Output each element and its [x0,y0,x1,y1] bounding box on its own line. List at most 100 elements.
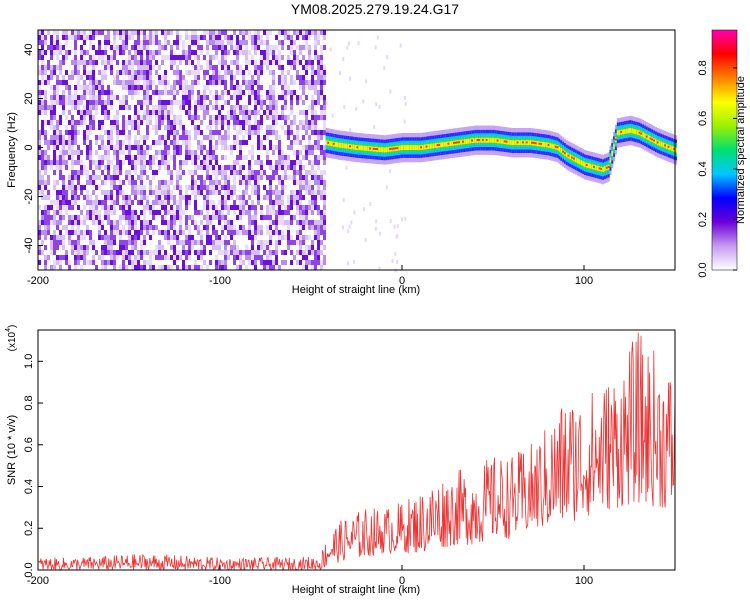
heatmap-cell [86,90,89,95]
ridge-peak [620,130,623,133]
heatmap-cell [176,200,179,205]
heatmap-cell [98,120,101,125]
heatmap-cell [98,145,101,150]
heatmap-cell [185,235,188,240]
heatmap-cell [107,190,110,195]
heatmap-cell [149,255,152,260]
ridge-cell [442,142,444,148]
heatmap-cell [236,135,239,140]
heatmap-cell [86,180,89,185]
heatmap-cell [272,265,275,270]
heatmap-cell [131,35,134,40]
heatmap-cell [188,110,191,115]
heatmap-cell [212,80,215,85]
heatmap-cell [311,80,314,85]
heatmap-cell [158,65,161,70]
heatmap-cell [104,150,107,155]
heatmap-cell [403,119,406,124]
heatmap-cell [281,40,284,45]
heatmap-cell [59,165,62,170]
heatmap-cell [245,45,248,50]
y-tick-label: -20 [23,189,35,205]
heatmap-cell [98,135,101,140]
heatmap-cell [146,260,149,265]
heatmap-cell [89,105,92,110]
heatmap-cell [185,225,188,230]
heatmap-cell [194,135,197,140]
heatmap-cell [143,220,146,225]
heatmap-cell [269,205,272,210]
heatmap-cell [104,65,107,70]
ridge-cell [362,145,364,151]
ridge-peak [496,139,499,142]
heatmap-cell [287,195,290,200]
heatmap-cell [167,55,170,60]
heatmap-cell [86,35,89,40]
heatmap-cell [146,85,149,90]
heatmap-cell [290,240,293,245]
heatmap-cell [56,155,59,160]
heatmap-cell [74,265,77,270]
heatmap-cell [224,35,227,40]
heatmap-cell [68,205,71,210]
heatmap-cell [173,115,176,120]
heatmap-cell [317,135,320,140]
heatmap-cell [353,210,356,215]
heatmap-cell [59,160,62,165]
heatmap-cell [188,240,191,245]
heatmap-cell [164,45,167,50]
heatmap-cell [152,105,155,110]
heatmap-cell [104,60,107,65]
heatmap-cell [50,100,53,105]
heatmap-cell [278,95,281,100]
heatmap-cell [212,40,215,45]
heatmap-cell [107,260,110,265]
heatmap-cell [53,30,56,35]
ridge-cell [347,143,350,149]
ridge-cell [509,140,512,145]
heatmap-cell [296,250,299,255]
heatmap-cell [50,165,53,170]
heatmap-cell [140,200,143,205]
heatmap-cell [188,200,191,205]
heatmap-cell [173,130,176,135]
heatmap-cell [260,230,263,235]
heatmap-cell [80,95,83,100]
heatmap-cell [185,135,188,140]
heatmap-cell [173,185,176,190]
heatmap-cell [200,265,203,270]
heatmap-cell [53,50,56,55]
heatmap-cell [59,215,62,220]
heatmap-cell [275,45,278,50]
heatmap-cell [128,195,131,200]
heatmap-cell [98,85,101,90]
heatmap-cell [56,35,59,40]
heatmap-cell [89,130,92,135]
heatmap-cell [218,260,221,265]
heatmap-cell [179,105,182,110]
heatmap-cell [53,160,56,165]
heatmap-cell [101,135,104,140]
heatmap-cell [134,255,137,260]
heatmap-cell [323,30,326,35]
heatmap-cell [227,180,230,185]
heatmap-cell [155,150,158,155]
heatmap-cell [137,45,140,50]
heatmap-cell [125,135,128,140]
heatmap-cell [287,125,290,130]
heatmap-cell [152,80,155,85]
heatmap-cell [362,207,365,212]
heatmap-cell [161,105,164,110]
ridge-cell [604,166,606,172]
heatmap-cell [41,215,44,220]
heatmap-cell [314,195,317,200]
heatmap-cell [83,260,86,265]
heatmap-cell [206,135,209,140]
heatmap-cell [245,200,248,205]
heatmap-cell [197,265,200,270]
heatmap-cell [281,65,284,70]
heatmap-cell [272,120,275,125]
heatmap-cell [179,80,182,85]
heatmap-cell [110,205,113,210]
heatmap-cell [260,255,263,260]
